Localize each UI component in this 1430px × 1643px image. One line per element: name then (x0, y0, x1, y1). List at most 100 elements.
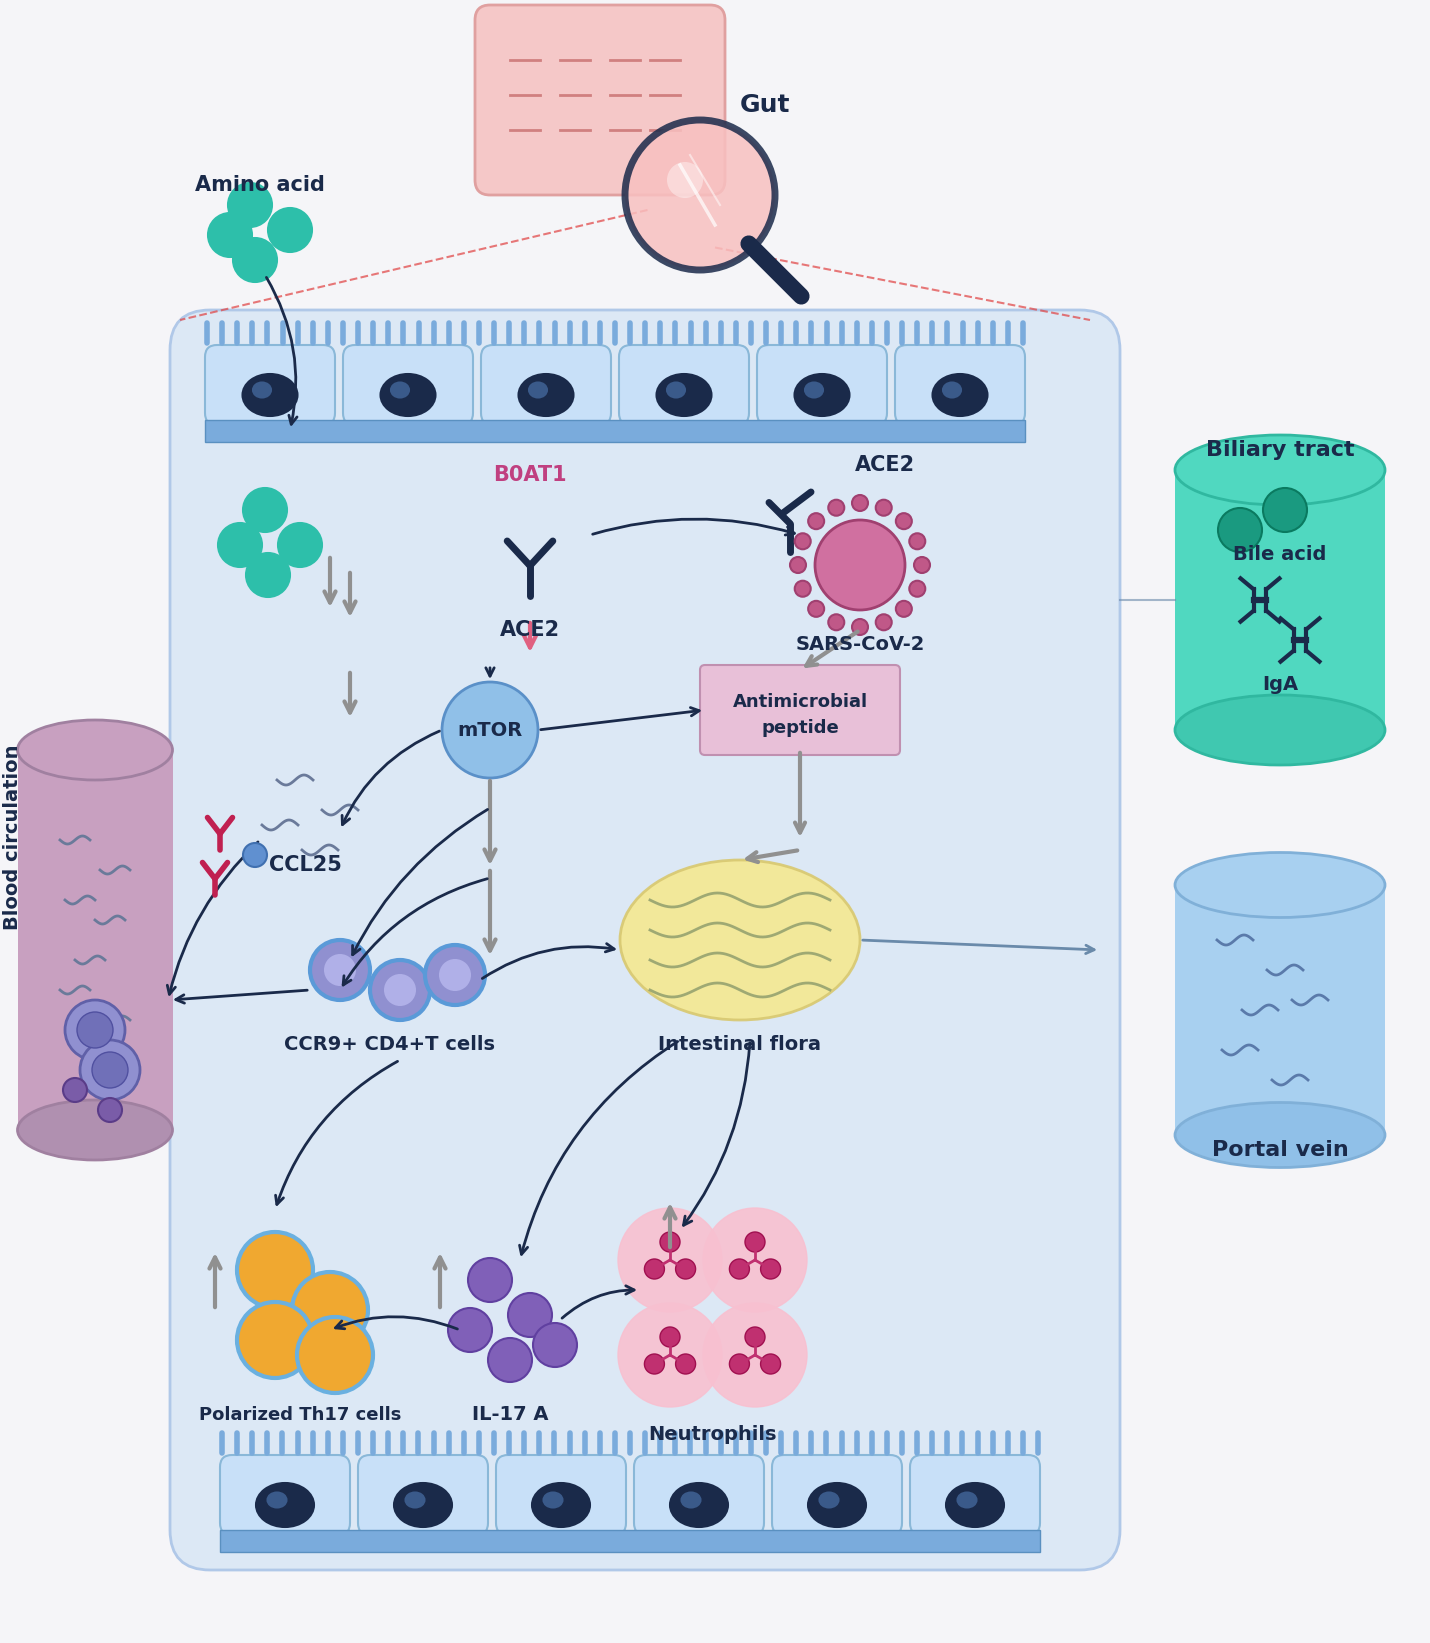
Text: Amino acid: Amino acid (194, 176, 325, 196)
Circle shape (1218, 508, 1263, 552)
Bar (204, 421, 1025, 442)
FancyBboxPatch shape (220, 1456, 350, 1535)
Circle shape (533, 1323, 576, 1367)
Ellipse shape (1175, 695, 1386, 766)
Ellipse shape (519, 375, 573, 416)
Text: ACE2: ACE2 (500, 619, 561, 641)
Bar (220, 1530, 1040, 1553)
Ellipse shape (395, 1484, 452, 1526)
Circle shape (439, 960, 470, 991)
Circle shape (442, 682, 538, 779)
FancyBboxPatch shape (895, 345, 1025, 426)
Circle shape (789, 557, 807, 573)
Circle shape (370, 960, 430, 1020)
Circle shape (852, 619, 868, 634)
Circle shape (852, 495, 868, 511)
Circle shape (77, 1012, 113, 1048)
Circle shape (99, 1098, 122, 1122)
Text: Blood circulation: Blood circulation (3, 744, 21, 930)
Circle shape (63, 1078, 87, 1102)
Circle shape (292, 1272, 368, 1347)
Circle shape (385, 974, 416, 1006)
Circle shape (645, 1354, 665, 1374)
Text: Intestinal flora: Intestinal flora (658, 1035, 821, 1055)
Bar (1175, 470, 1386, 729)
Circle shape (310, 940, 370, 1001)
Circle shape (795, 580, 811, 596)
Circle shape (645, 1259, 665, 1278)
Circle shape (488, 1337, 532, 1382)
Circle shape (745, 1328, 765, 1347)
Bar (1175, 886, 1386, 1135)
Circle shape (795, 534, 811, 549)
Circle shape (243, 488, 287, 532)
Circle shape (267, 209, 312, 251)
Circle shape (243, 843, 267, 868)
Ellipse shape (1175, 853, 1386, 917)
FancyBboxPatch shape (701, 665, 899, 756)
Circle shape (808, 513, 824, 529)
Circle shape (625, 120, 775, 269)
Ellipse shape (1175, 435, 1386, 504)
Circle shape (325, 955, 356, 986)
Ellipse shape (795, 375, 849, 416)
FancyBboxPatch shape (909, 1456, 1040, 1535)
Ellipse shape (947, 1484, 1004, 1526)
Circle shape (895, 513, 912, 529)
Ellipse shape (932, 375, 988, 416)
Circle shape (761, 1259, 781, 1278)
Ellipse shape (256, 1484, 315, 1526)
FancyBboxPatch shape (475, 5, 725, 196)
Text: Biliary tract: Biliary tract (1205, 440, 1354, 460)
Circle shape (237, 1301, 313, 1378)
Circle shape (277, 522, 322, 567)
Circle shape (227, 182, 272, 227)
Circle shape (468, 1259, 512, 1301)
Circle shape (80, 1040, 140, 1101)
Ellipse shape (17, 1101, 173, 1160)
Text: Antimicrobial: Antimicrobial (732, 693, 868, 711)
FancyBboxPatch shape (480, 345, 611, 426)
Bar (17, 749, 173, 1130)
Ellipse shape (808, 1484, 867, 1526)
Ellipse shape (942, 383, 961, 398)
FancyBboxPatch shape (756, 345, 887, 426)
Circle shape (729, 1259, 749, 1278)
Circle shape (729, 1354, 749, 1374)
Circle shape (895, 601, 912, 616)
Circle shape (425, 945, 485, 1006)
Circle shape (909, 534, 925, 549)
FancyBboxPatch shape (772, 1456, 902, 1535)
Circle shape (217, 522, 262, 567)
Ellipse shape (1175, 1102, 1386, 1168)
Ellipse shape (390, 383, 409, 398)
Circle shape (815, 519, 905, 610)
Text: Bile acid: Bile acid (1233, 545, 1327, 565)
Circle shape (675, 1259, 695, 1278)
Circle shape (661, 1232, 681, 1252)
Circle shape (618, 1303, 722, 1406)
Text: Polarized Th17 cells: Polarized Th17 cells (199, 1406, 402, 1424)
Circle shape (704, 1208, 807, 1313)
FancyBboxPatch shape (619, 345, 749, 426)
Ellipse shape (819, 1492, 838, 1508)
Circle shape (704, 1303, 807, 1406)
Circle shape (64, 1001, 124, 1060)
Circle shape (828, 499, 844, 516)
Circle shape (675, 1354, 695, 1374)
Circle shape (875, 614, 892, 631)
FancyBboxPatch shape (496, 1456, 626, 1535)
Ellipse shape (267, 1492, 286, 1508)
Circle shape (761, 1354, 781, 1374)
Ellipse shape (543, 1492, 562, 1508)
Ellipse shape (958, 1492, 977, 1508)
Circle shape (237, 1232, 313, 1308)
Text: mTOR: mTOR (458, 721, 522, 739)
Circle shape (808, 601, 824, 616)
Ellipse shape (529, 383, 548, 398)
Circle shape (618, 1208, 722, 1313)
Circle shape (92, 1052, 129, 1088)
Text: SARS-CoV-2: SARS-CoV-2 (795, 636, 925, 654)
FancyBboxPatch shape (170, 311, 1120, 1571)
Circle shape (914, 557, 930, 573)
